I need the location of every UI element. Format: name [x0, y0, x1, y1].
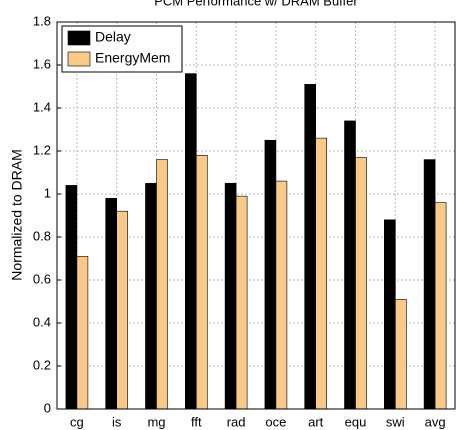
bar	[394, 299, 407, 410]
x-tick-label: fft	[191, 414, 202, 429]
y-tick-label: 0.8	[33, 228, 51, 243]
x-tick-label: avg	[425, 414, 446, 429]
y-tick-label: 1.2	[33, 142, 51, 157]
bar	[65, 185, 78, 410]
x-tick-label: equ	[345, 414, 367, 429]
y-tick-label: 0	[44, 400, 51, 415]
y-axis-label: Normalized to DRAM	[9, 149, 25, 280]
chart-title: PCM Performance w/ DRAM Buffer	[154, 0, 358, 8]
y-tick-label: 0.2	[33, 357, 51, 372]
y-tick-label: 0.4	[33, 314, 51, 329]
bar	[76, 256, 89, 410]
legend-swatch	[67, 51, 91, 67]
y-tick-label: 1.4	[33, 99, 51, 114]
bar	[116, 210, 128, 410]
y-tick-label: 1.6	[33, 56, 51, 71]
bar	[434, 202, 447, 410]
bar	[355, 157, 367, 410]
bar	[315, 137, 328, 410]
y-tick-label: 0.6	[33, 271, 51, 286]
bar	[264, 139, 277, 410]
legend-label: EnergyMem	[95, 50, 170, 66]
bar	[105, 198, 117, 410]
bar	[196, 155, 208, 410]
legend-label: Delay	[95, 29, 131, 45]
bar	[383, 219, 396, 410]
x-tick-label: mg	[147, 414, 165, 429]
bar	[156, 159, 168, 410]
x-tick-label: art	[308, 414, 324, 429]
bar	[275, 180, 288, 410]
bar	[185, 73, 197, 410]
legend-swatch	[67, 30, 91, 46]
x-tick-label: oce	[265, 414, 286, 429]
x-tick-label: is	[112, 414, 122, 429]
bar	[145, 182, 157, 410]
bar	[423, 159, 436, 410]
y-tick-label: 1	[44, 185, 51, 200]
bar	[235, 195, 248, 410]
x-tick-label: rad	[227, 414, 246, 429]
x-tick-label: cg	[70, 414, 84, 429]
x-tick-label: swi	[386, 414, 405, 429]
bar	[304, 84, 317, 410]
bar	[344, 120, 356, 410]
bar	[224, 182, 237, 410]
plot-frame	[56, 21, 456, 410]
y-tick-label: 1.8	[33, 13, 51, 28]
